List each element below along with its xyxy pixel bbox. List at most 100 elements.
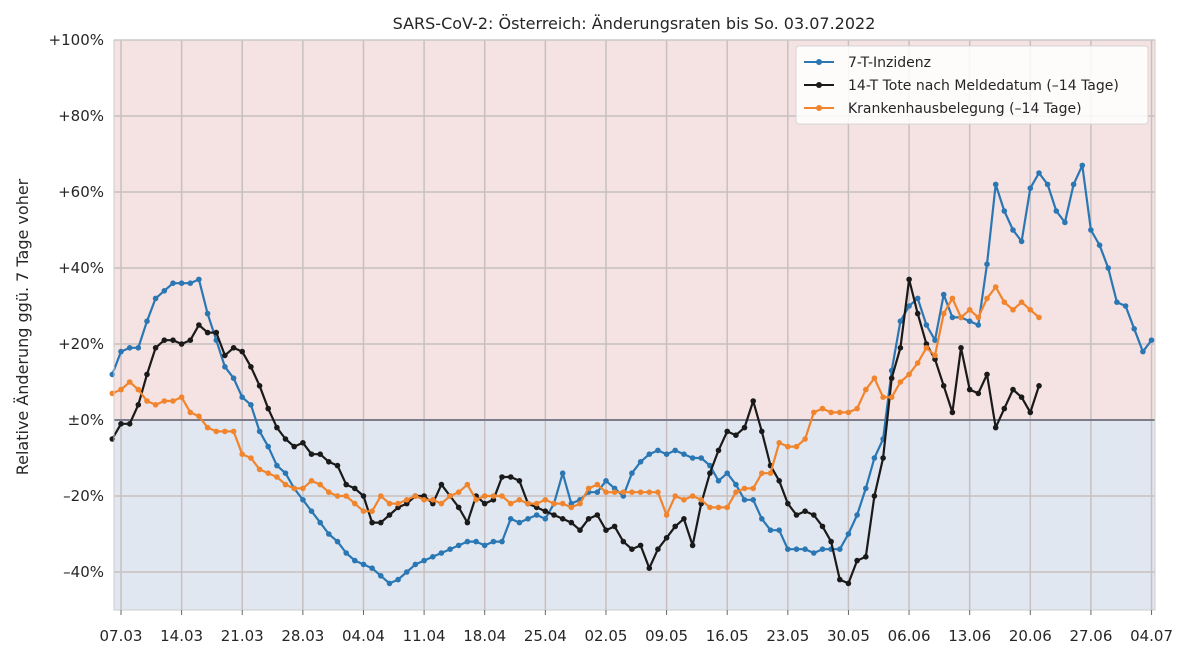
data-point — [542, 508, 549, 514]
data-point — [585, 516, 592, 522]
data-point — [239, 348, 245, 355]
data-point — [404, 497, 410, 503]
data-point — [481, 542, 488, 549]
data-point — [455, 542, 462, 549]
data-point — [646, 565, 653, 571]
data-point — [759, 428, 765, 435]
data-point — [637, 489, 644, 496]
x-tick-label: 07.03 — [100, 627, 143, 645]
y-tick-label: +100% — [49, 31, 104, 49]
data-point — [585, 485, 592, 492]
data-point — [802, 508, 808, 514]
data-point — [256, 466, 263, 473]
data-point — [767, 470, 774, 477]
data-point — [1018, 299, 1025, 306]
data-point — [854, 405, 860, 412]
data-point — [776, 478, 782, 484]
data-point — [464, 538, 471, 545]
data-point — [776, 527, 782, 533]
data-point — [455, 504, 462, 511]
data-point — [741, 497, 748, 503]
y-axis-label: Relative Änderung ggü. 7 Tage voher — [13, 178, 32, 475]
data-point — [975, 322, 982, 328]
data-point — [655, 546, 661, 552]
data-point — [698, 455, 704, 461]
data-point — [811, 409, 817, 416]
data-point — [966, 318, 973, 325]
x-tick-label: 25.04 — [524, 627, 567, 645]
data-point — [464, 519, 471, 526]
data-point — [395, 576, 401, 583]
data-point — [863, 554, 869, 560]
data-point — [1036, 383, 1042, 389]
x-tick-label: 21.03 — [221, 627, 264, 645]
data-point — [300, 440, 306, 446]
x-tick-label: 20.06 — [1009, 627, 1052, 645]
x-tick-label: 18.04 — [463, 627, 506, 645]
data-point — [759, 516, 765, 522]
data-point — [196, 413, 202, 420]
negative-region — [114, 420, 1155, 610]
data-point — [940, 291, 947, 298]
data-point — [274, 462, 280, 469]
data-point — [118, 348, 124, 355]
data-point — [776, 440, 782, 446]
data-point — [672, 447, 678, 454]
data-point — [802, 436, 808, 442]
data-point — [897, 318, 904, 325]
data-point — [525, 500, 531, 507]
data-point — [785, 500, 791, 507]
data-point — [655, 489, 661, 496]
data-point — [1148, 337, 1155, 344]
plot-frame — [113, 39, 1156, 611]
data-point — [516, 478, 523, 484]
data-point — [161, 398, 168, 404]
data-point — [1010, 307, 1016, 313]
data-point — [352, 557, 358, 564]
data-point — [464, 481, 471, 488]
data-point — [1062, 219, 1068, 226]
data-point — [637, 542, 644, 549]
data-point — [317, 481, 324, 488]
y-tick-label: +60% — [58, 183, 104, 201]
data-point — [481, 500, 488, 507]
data-point — [352, 485, 358, 492]
data-point — [499, 538, 505, 545]
x-tick-label: 09.05 — [645, 627, 688, 645]
data-point — [187, 337, 194, 344]
data-point — [378, 493, 384, 499]
x-tick-label: 13.06 — [948, 627, 991, 645]
data-point — [1105, 265, 1111, 271]
data-point — [248, 402, 254, 408]
legend-label-inzidenz: 7-T-Inzidenz — [848, 55, 931, 71]
data-point — [914, 310, 921, 317]
data-point — [750, 485, 756, 492]
data-point — [1096, 242, 1103, 248]
x-tick-label: 27.06 — [1069, 627, 1112, 645]
data-point — [421, 497, 427, 503]
data-point — [507, 500, 514, 507]
data-point — [248, 455, 254, 461]
data-point — [811, 512, 817, 518]
data-point — [343, 493, 350, 499]
data-point — [559, 516, 566, 522]
data-point — [724, 470, 730, 477]
data-point — [932, 352, 938, 359]
data-point — [352, 500, 358, 507]
data-point — [646, 451, 653, 458]
data-point — [360, 508, 367, 514]
data-point — [750, 497, 756, 503]
data-point — [837, 409, 843, 416]
data-point — [1027, 307, 1034, 313]
data-point — [733, 432, 739, 439]
data-point — [455, 489, 462, 496]
data-point — [360, 493, 367, 499]
data-point — [620, 489, 627, 496]
data-point — [118, 421, 124, 427]
data-point — [992, 424, 999, 431]
data-point — [594, 512, 601, 518]
data-point — [533, 500, 540, 507]
data-point — [975, 314, 982, 321]
data-point — [308, 451, 315, 458]
data-point — [308, 508, 315, 514]
